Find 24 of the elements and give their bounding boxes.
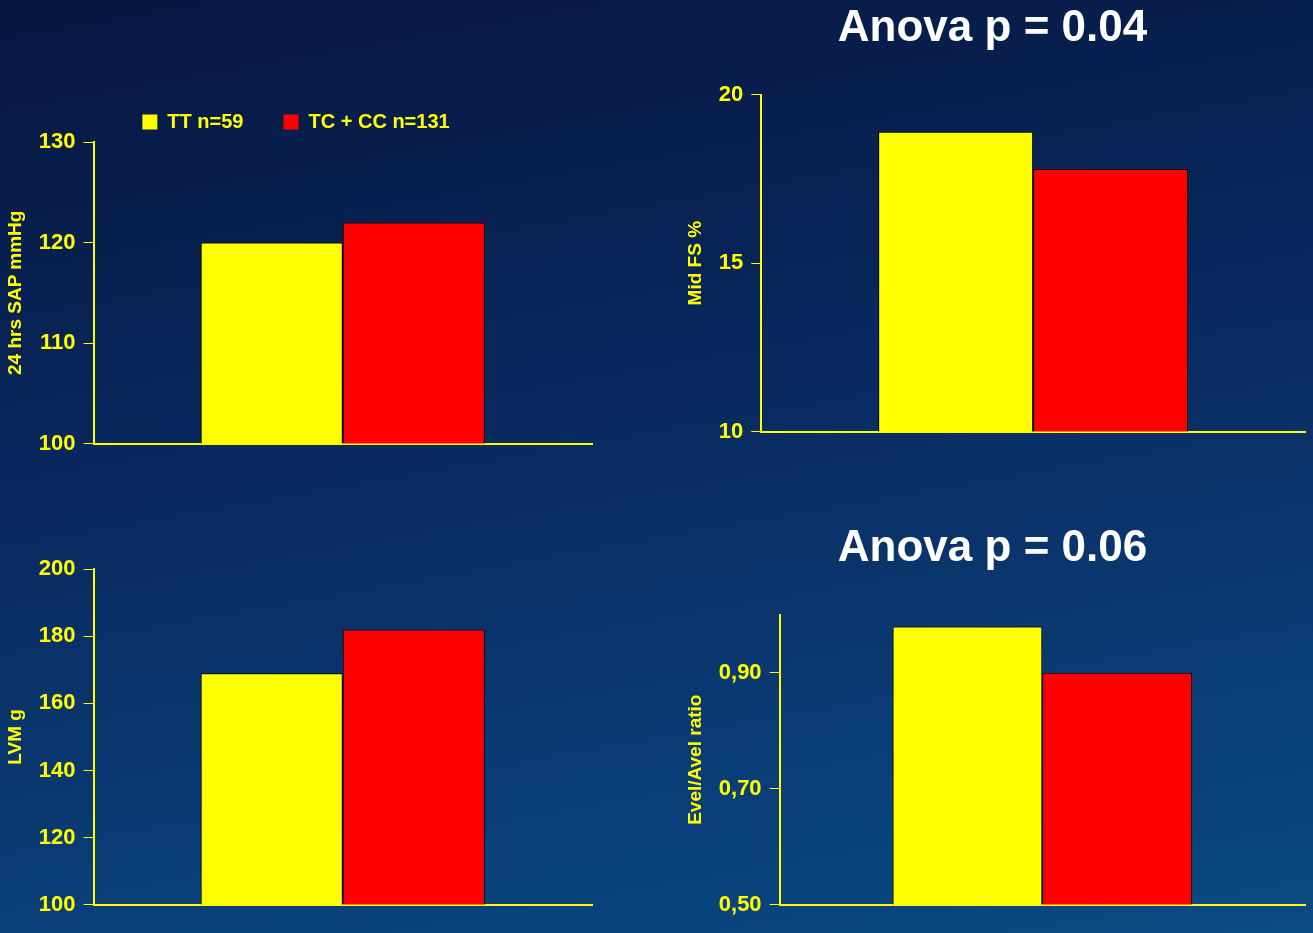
legend-label: TT n=59 (167, 109, 244, 132)
legend-label: TC + CC n=131 (308, 109, 450, 132)
y-tick-label: 0,70 (718, 774, 762, 800)
y-tick-label: 100 (38, 890, 76, 916)
y-tick-label: 180 (38, 622, 76, 648)
y-tick-label: 0,90 (718, 658, 762, 684)
y-tick-label: 120 (38, 228, 76, 254)
y-tick-label: 120 (38, 823, 76, 849)
y-axis-title: Evel/Avel ratio (683, 694, 705, 825)
y-tick-label: 160 (38, 689, 76, 715)
y-tick-label: 0,50 (718, 890, 762, 916)
y-tick-label: 15 (718, 249, 744, 275)
y-tick-label: 100 (38, 429, 76, 455)
y-tick-label: 20 (718, 80, 744, 106)
y-tick-label: 10 (718, 417, 744, 443)
y-tick-label: 140 (38, 756, 76, 782)
y-tick-label: 130 (38, 128, 76, 154)
y-axis-title: Mid FS % (683, 220, 705, 306)
y-axis-title: LVM g (3, 709, 25, 765)
chart-title: Anova p = 0.04 (837, 0, 1148, 50)
y-axis-title: 24 hrs SAP mmHg (3, 210, 25, 375)
y-tick-label: 200 (38, 555, 76, 581)
y-tick-label: 110 (40, 329, 76, 355)
chart-title: Anova p = 0.06 (837, 520, 1148, 570)
